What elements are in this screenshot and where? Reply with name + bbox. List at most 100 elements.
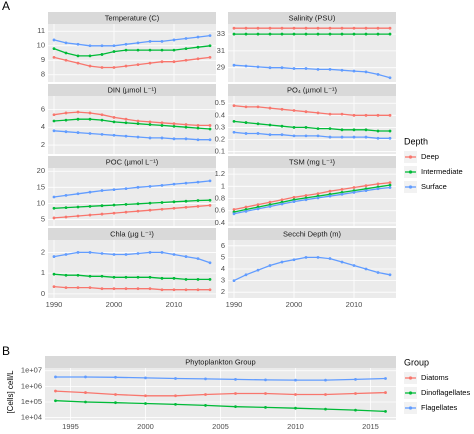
- data-point: [364, 113, 368, 117]
- data-point: [112, 44, 116, 48]
- data-point: [304, 194, 308, 197]
- data-point: [76, 42, 80, 46]
- data-point: [388, 26, 392, 30]
- data-point: [184, 288, 188, 292]
- y-tick-label: 4: [41, 122, 45, 131]
- data-point: [208, 198, 212, 202]
- data-point: [112, 253, 116, 256]
- data-point: [304, 198, 308, 202]
- data-point: [376, 113, 380, 117]
- y-tick-label: 33: [217, 29, 225, 38]
- data-point: [388, 129, 392, 133]
- y-tick-label: 20: [37, 166, 45, 175]
- data-point: [268, 106, 272, 110]
- data-point: [124, 134, 128, 138]
- data-point: [124, 253, 128, 256]
- data-point: [256, 105, 260, 109]
- data-point: [388, 136, 392, 140]
- data-point: [244, 205, 248, 209]
- data-point: [328, 257, 332, 260]
- data-point: [388, 273, 392, 277]
- data-point: [234, 392, 237, 395]
- data-point: [52, 38, 56, 42]
- data-point: [352, 135, 356, 139]
- data-point: [52, 216, 56, 220]
- data-point: [84, 400, 87, 404]
- data-point: [340, 135, 344, 139]
- data-point: [208, 44, 212, 48]
- data-point: [196, 204, 200, 208]
- trend-line: [233, 182, 391, 211]
- data-point: [196, 180, 200, 184]
- y-tick-label: 5: [221, 252, 225, 261]
- data-point: [76, 214, 80, 218]
- data-point: [100, 212, 104, 216]
- data-point: [196, 57, 200, 61]
- y-tick-label: 0.6: [215, 206, 225, 215]
- data-point: [316, 196, 320, 200]
- data-point: [292, 109, 296, 112]
- data-point: [184, 125, 188, 129]
- data-point: [304, 67, 308, 70]
- y-tick-label: 4: [221, 264, 225, 273]
- data-point: [184, 47, 188, 51]
- trend-line: [53, 118, 211, 130]
- data-point: [160, 207, 164, 211]
- data-point: [172, 182, 176, 186]
- data-point: [364, 267, 368, 271]
- y-tick-label: 0: [41, 289, 45, 298]
- data-point: [328, 112, 332, 116]
- data-point: [244, 64, 248, 68]
- data-point: [88, 286, 92, 290]
- data-point: [52, 119, 56, 123]
- data-point: [316, 192, 320, 196]
- legend-point: [408, 376, 413, 380]
- legend-point: [408, 406, 413, 410]
- data-point: [114, 393, 117, 396]
- data-point: [114, 401, 117, 405]
- data-point: [316, 127, 320, 131]
- data-point: [232, 212, 236, 216]
- data-point: [354, 392, 357, 395]
- data-point: [268, 133, 272, 137]
- data-point: [124, 287, 128, 291]
- data-point: [328, 194, 332, 198]
- data-point: [184, 255, 188, 258]
- data-point: [76, 110, 80, 114]
- data-point: [172, 38, 176, 42]
- strip-title: Chla (µg L⁻¹): [110, 229, 154, 238]
- data-point: [352, 26, 356, 30]
- data-point: [244, 132, 248, 135]
- data-point: [376, 187, 380, 191]
- data-point: [136, 185, 140, 189]
- trend-line: [53, 111, 210, 127]
- data-point: [280, 202, 284, 206]
- data-point: [112, 211, 116, 215]
- data-point: [208, 124, 212, 127]
- data-point: [234, 377, 237, 381]
- trend-line: [53, 251, 211, 264]
- data-point: [160, 40, 164, 43]
- data-point: [88, 117, 92, 121]
- strip: [228, 84, 396, 96]
- data-point: [52, 195, 56, 199]
- data-point: [148, 275, 152, 279]
- x-tick-label: 2000: [137, 422, 154, 431]
- data-point: [52, 47, 56, 51]
- data-point: [232, 208, 236, 211]
- data-point: [184, 277, 188, 281]
- data-point: [364, 70, 368, 74]
- data-point: [64, 273, 68, 277]
- data-point: [364, 135, 368, 139]
- data-point: [172, 60, 176, 64]
- data-point: [280, 107, 284, 111]
- data-point: [196, 126, 200, 130]
- data-point: [148, 40, 152, 43]
- data-point: [376, 73, 380, 76]
- data-point: [304, 32, 308, 36]
- data-point: [204, 404, 207, 407]
- data-point: [88, 111, 92, 115]
- data-point: [112, 116, 116, 119]
- x-tick-label: 2000: [286, 300, 303, 309]
- panel-label: A: [2, 0, 10, 13]
